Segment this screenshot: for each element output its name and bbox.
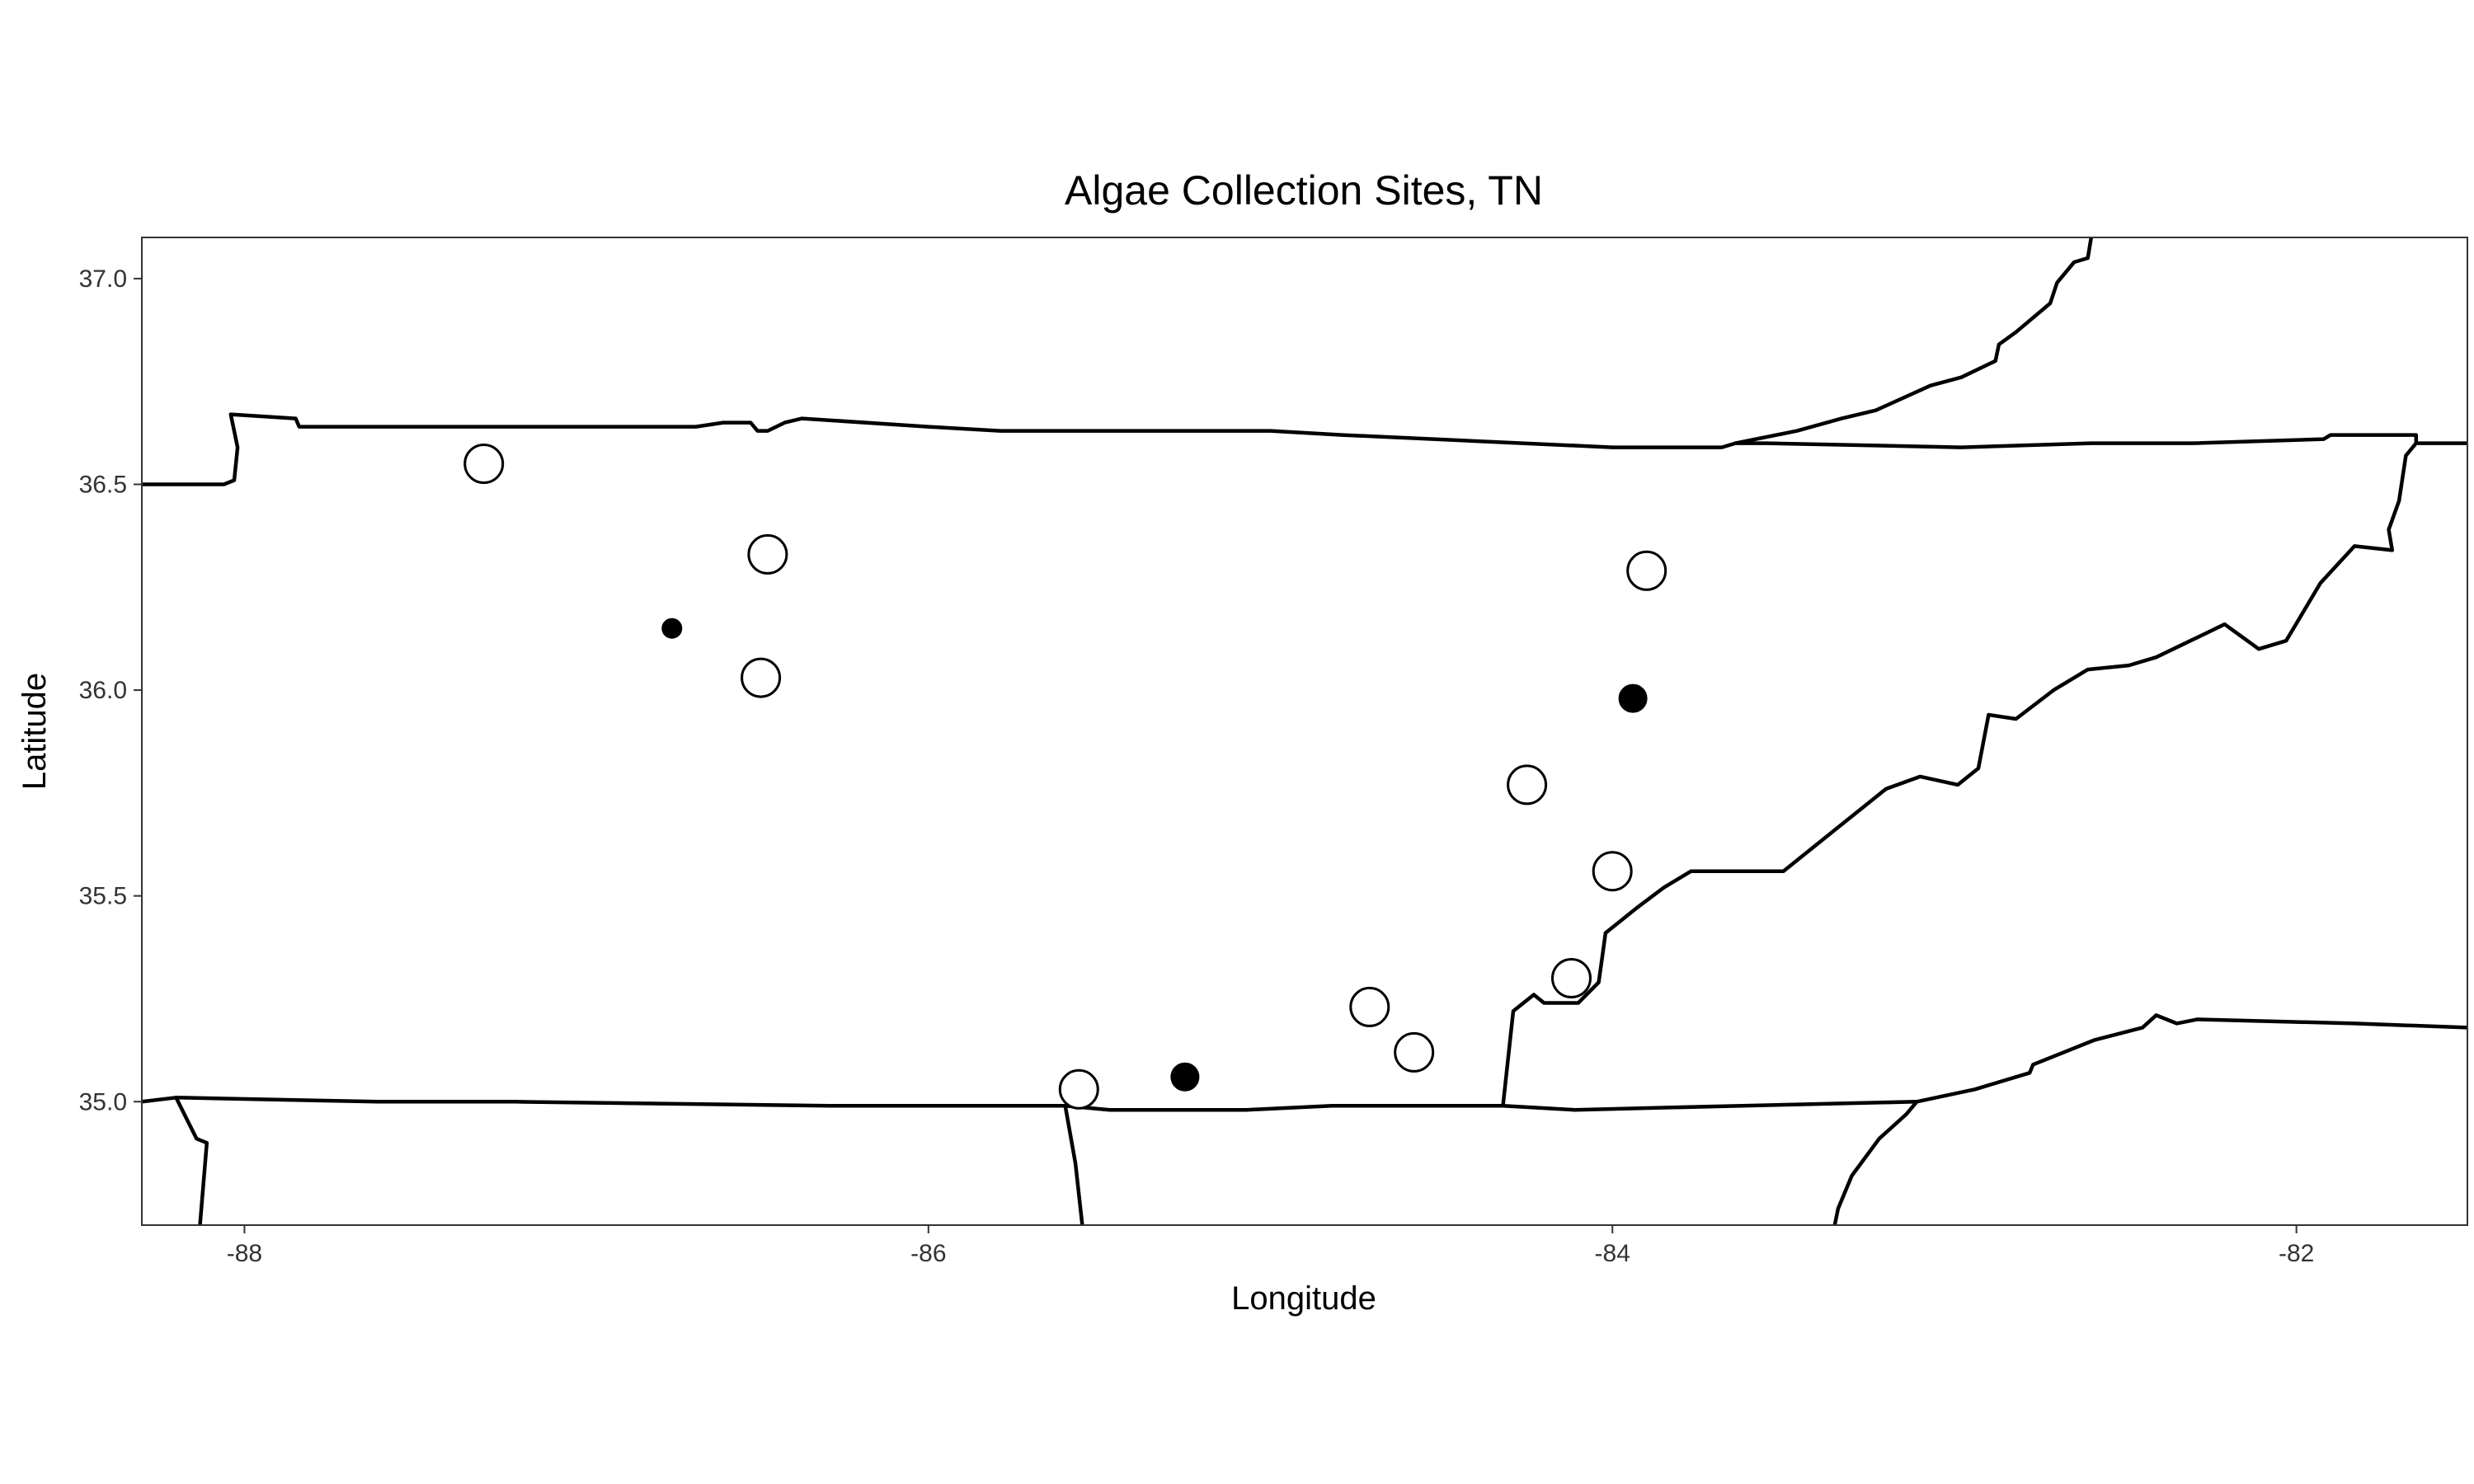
- y-tick-label: 37.0: [79, 265, 127, 293]
- site-point-open: [1394, 1031, 1435, 1073]
- site-point-filled: [1618, 683, 1648, 713]
- y-tick-label: 36.5: [79, 472, 127, 499]
- site-point-open: [1592, 851, 1633, 892]
- plot-panel-background: [142, 237, 2467, 1225]
- state-boundary-line: [142, 1013, 2467, 1112]
- y-axis: 35.0 35.5 36.0 36.5 37.0: [79, 265, 142, 1115]
- state-boundary-line: [142, 412, 2467, 486]
- x-axis-title: Longitude: [1231, 1280, 1376, 1317]
- x-tick-label: -86: [910, 1240, 946, 1267]
- y-tick-label: 35.0: [79, 1088, 127, 1115]
- y-axis-title: Latitude: [16, 673, 53, 790]
- site-point-open: [1058, 1068, 1099, 1110]
- site-point-open: [463, 444, 505, 484]
- state-boundaries: [142, 237, 2467, 1225]
- state-boundary-line: [174, 1096, 209, 1225]
- state-boundary-line: [1832, 1100, 1919, 1225]
- site-point-open: [747, 533, 788, 575]
- site-point-open: [1626, 550, 1667, 591]
- x-axis: -88 -86 -84 -82: [227, 1225, 2314, 1267]
- y-tick-label: 35.5: [79, 883, 127, 910]
- x-tick-label: -88: [227, 1240, 262, 1267]
- site-point-filled: [661, 618, 683, 639]
- state-boundary-line: [1733, 237, 2094, 445]
- state-boundary-line: [1501, 441, 2419, 1108]
- site-point-open: [1349, 986, 1390, 1027]
- site-point-filled: [1170, 1062, 1200, 1092]
- x-tick-label: -82: [2279, 1240, 2314, 1267]
- x-tick-label: -84: [1595, 1240, 1630, 1267]
- site-markers: [463, 444, 1667, 1110]
- plot-title: Algae Collection Sites, TN: [1065, 167, 1543, 214]
- site-point-open: [741, 657, 782, 698]
- state-boundary-line: [1063, 1103, 1084, 1225]
- plot-panel-border: [141, 237, 2468, 1226]
- y-tick-label: 36.0: [79, 677, 127, 704]
- site-point-open: [1507, 764, 1548, 805]
- site-point-open: [1551, 958, 1592, 998]
